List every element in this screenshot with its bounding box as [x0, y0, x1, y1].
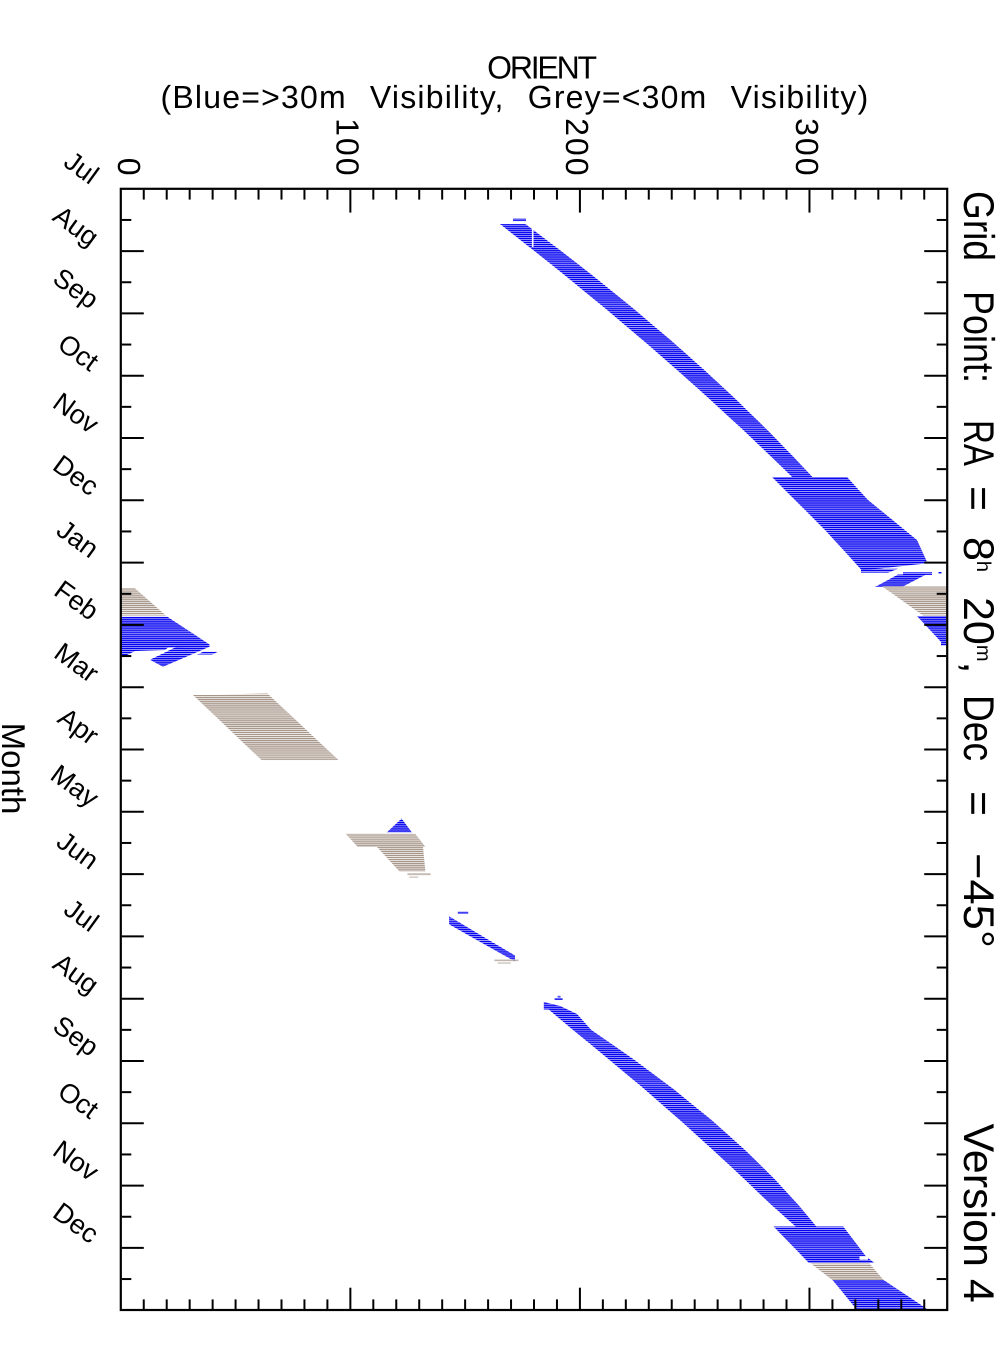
svg-text:Jul: Jul [59, 146, 105, 191]
svg-text:Sep: Sep [48, 262, 105, 315]
svg-text:Dec: Dec [48, 1197, 104, 1249]
svg-text:Month: Month [0, 723, 32, 815]
svg-text:Dec: Dec [48, 449, 104, 501]
svg-text:Oct: Oct [52, 1076, 104, 1125]
svg-text:Nov: Nov [48, 1134, 105, 1187]
svg-text:=: = [954, 486, 1002, 511]
svg-text:Jan: Jan [51, 514, 104, 564]
svg-text:Feb: Feb [49, 575, 104, 627]
svg-text:Mar: Mar [49, 637, 104, 689]
svg-text:Grid: Grid [954, 191, 1002, 261]
svg-text:200: 200 [559, 118, 595, 177]
svg-text:=: = [954, 791, 1002, 816]
svg-text:−45°: −45° [954, 853, 1002, 948]
svg-text:Jun: Jun [51, 826, 104, 876]
svg-text:Apr: Apr [52, 702, 104, 751]
svg-text:300: 300 [789, 118, 825, 177]
svg-text:8h: 8h [954, 537, 1002, 572]
svg-text:100: 100 [330, 118, 366, 177]
svg-text:May: May [45, 759, 104, 814]
svg-text:RA: RA [954, 420, 1002, 466]
svg-text:Nov: Nov [48, 387, 105, 440]
svg-text:Aug: Aug [48, 948, 105, 1001]
svg-text:Version 4: Version 4 [954, 1124, 1002, 1303]
svg-text:Sep: Sep [48, 1010, 105, 1063]
svg-text:Dec: Dec [954, 695, 1002, 761]
svg-text:20m,: 20m, [954, 597, 1002, 673]
svg-text:0: 0 [111, 158, 147, 178]
svg-text:ORIENT: ORIENT [487, 50, 596, 86]
svg-text:Point:: Point: [954, 291, 1002, 383]
svg-text:(Blue=>30m Visibility, Grey=<3: (Blue=>30m Visibility, Grey=<30m Visibil… [161, 79, 870, 115]
svg-text:Oct: Oct [52, 328, 104, 377]
svg-text:Jul: Jul [59, 893, 105, 938]
svg-text:Aug: Aug [48, 200, 105, 253]
